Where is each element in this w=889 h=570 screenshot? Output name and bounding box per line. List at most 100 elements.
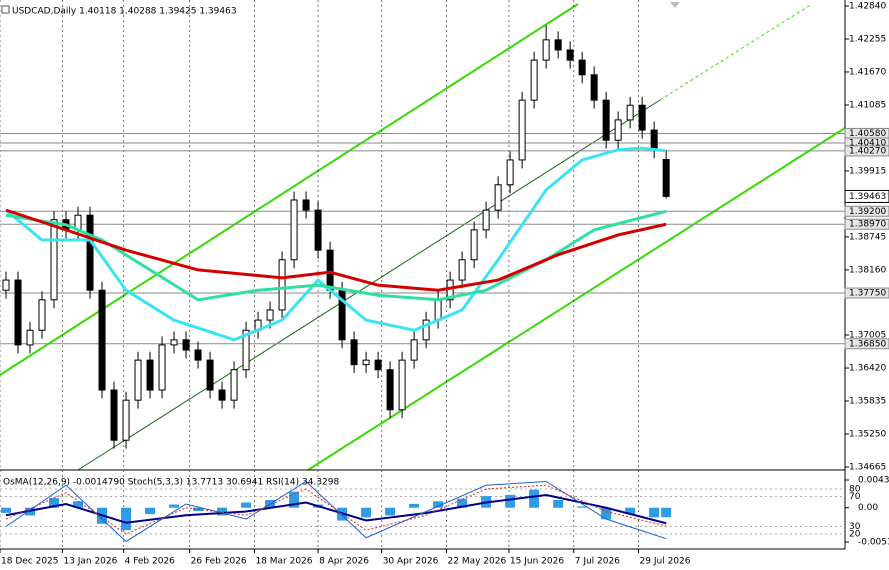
oscillator-line: [5, 493, 667, 525]
x-tick-label: 13 Jan 2026: [63, 557, 117, 567]
osma-tick-label: 0.004312: [858, 476, 889, 486]
osma-bar: [1, 507, 12, 513]
level-label: 1.40410: [849, 139, 886, 149]
osma-bar: [409, 503, 420, 508]
plot-layer: [0, 0, 845, 549]
candle-body: [98, 289, 106, 391]
osc-tick-label: 70: [849, 492, 861, 502]
x-tick-label: 4 Feb 2026: [125, 557, 176, 567]
osma-bar: [193, 507, 204, 511]
channel-mid: [77, 99, 661, 471]
chart-title: USDCAD,Daily 1.40118 1.40288 1.39425 1.3…: [12, 7, 237, 17]
candle-body: [290, 199, 298, 261]
candle-body: [26, 329, 34, 346]
y-tick-label: 1.41670: [849, 67, 886, 77]
level-label: 1.40580: [849, 129, 886, 139]
candle-body: [182, 339, 190, 351]
x-tick-label: 18 Dec 2025: [1, 557, 59, 567]
candle-body: [14, 279, 22, 346]
level-label: 1.39200: [849, 207, 886, 217]
level-label: 1.40270: [849, 146, 886, 156]
x-tick-label: 18 Mar 2026: [255, 557, 312, 567]
candle-body: [146, 359, 154, 391]
osma-bar: [241, 502, 252, 508]
osc-tick-label: 80: [849, 485, 861, 495]
osma-bar: [385, 507, 396, 516]
candle-body: [110, 389, 118, 441]
candle-body: [398, 359, 406, 411]
osma-bar: [49, 498, 60, 508]
candle-body: [410, 339, 418, 361]
x-tick-label: 15 Jun 2026: [510, 557, 564, 567]
osma-bar: [625, 507, 636, 515]
moving-average: [5, 146, 667, 342]
candle-body: [530, 59, 538, 101]
x-tick-label: 26 Feb 2026: [191, 557, 247, 567]
osc-tick-label: 30: [849, 522, 861, 532]
osma-tick-label: 0.00: [858, 503, 878, 513]
shift-marker: [670, 2, 680, 8]
y-tick-label: 1.34665: [849, 463, 886, 473]
candle-body: [482, 209, 490, 231]
level-label-box: [844, 338, 889, 350]
candle-body: [218, 389, 226, 401]
candle-body: [470, 229, 478, 261]
candle-body: [170, 339, 178, 346]
candle-body: [458, 259, 466, 281]
x-tick-label: 29 Jul 2026: [640, 557, 691, 567]
y-tick-label: 1.38160: [849, 265, 886, 275]
x-tick-label: 22 May 2026: [448, 557, 507, 567]
x-tick-label: 7 Jul 2026: [575, 557, 620, 567]
candle-body: [650, 129, 658, 151]
osma-bar: [577, 506, 588, 508]
candle-body: [122, 399, 130, 441]
candle-body: [422, 319, 430, 341]
oscillator-line: [5, 480, 667, 543]
osma-bar: [217, 507, 228, 516]
y-tick-label: 1.36420: [849, 364, 886, 374]
candle-body: [206, 359, 214, 391]
candle-body: [638, 104, 646, 131]
level-label-box: [844, 287, 889, 299]
y-tick-label: 1.42255: [849, 34, 886, 44]
osma-bar: [649, 507, 660, 518]
channel-upper: [0, 3, 579, 376]
channel-lower: [307, 127, 846, 471]
candle-body: [50, 219, 58, 301]
osma-bar: [601, 507, 612, 520]
symbol-icon: [1, 5, 10, 14]
osma-bar: [529, 489, 540, 508]
y-tick-label: 1.39915: [849, 166, 886, 176]
osma-bar: [169, 504, 180, 508]
candle-body: [494, 184, 502, 211]
moving-average: [5, 208, 667, 292]
osma-bar: [121, 507, 132, 531]
candle-body: [662, 158, 670, 197]
y-tick-label: 1.41085: [849, 100, 886, 110]
candle-body: [386, 369, 394, 411]
level-label: 1.38970: [849, 220, 886, 230]
osma-tick-label: -0.005334: [858, 538, 889, 548]
candle-body: [326, 249, 334, 291]
candle-body: [578, 59, 586, 76]
level-label-box: [844, 205, 889, 217]
candle-body: [590, 74, 598, 101]
candle-body: [566, 49, 574, 61]
candle-body: [554, 39, 562, 51]
candle-body: [362, 359, 370, 366]
osma-bar: [553, 500, 564, 508]
level-label: 1.36850: [849, 339, 886, 349]
y-tick-label: 1.37005: [849, 331, 886, 341]
candle-body: [278, 259, 286, 311]
x-tick-label: 8 Apr 2026: [319, 557, 369, 567]
candle-body: [626, 104, 634, 121]
y-tick-label: 1.35835: [849, 397, 886, 407]
candle-body: [230, 369, 238, 401]
level-label-box: [844, 218, 889, 230]
candle-body: [374, 359, 382, 371]
osc-tick-label: 20: [849, 530, 861, 540]
y-tick-label: 1.35250: [849, 430, 886, 440]
candle-body: [506, 159, 514, 186]
osma-bar: [361, 507, 372, 518]
osma-bar: [661, 507, 672, 518]
